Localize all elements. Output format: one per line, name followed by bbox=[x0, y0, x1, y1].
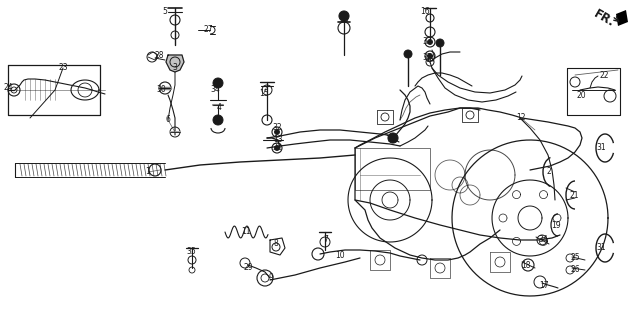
Text: 31: 31 bbox=[596, 244, 606, 252]
Polygon shape bbox=[166, 55, 184, 72]
Text: 31: 31 bbox=[596, 143, 606, 153]
Circle shape bbox=[436, 39, 444, 47]
Circle shape bbox=[213, 78, 223, 88]
Text: 21: 21 bbox=[569, 190, 579, 199]
Text: 8: 8 bbox=[274, 238, 278, 247]
Text: 26: 26 bbox=[570, 266, 580, 275]
Circle shape bbox=[404, 50, 412, 58]
Text: 30: 30 bbox=[156, 85, 166, 94]
Text: 32: 32 bbox=[422, 53, 432, 62]
Text: 28: 28 bbox=[154, 51, 164, 60]
Text: 12: 12 bbox=[516, 114, 526, 123]
Circle shape bbox=[275, 130, 280, 134]
Text: 15: 15 bbox=[259, 89, 269, 98]
Text: 10: 10 bbox=[335, 252, 345, 260]
Text: 13: 13 bbox=[273, 135, 283, 145]
Text: 20: 20 bbox=[576, 91, 586, 100]
Text: 22: 22 bbox=[599, 71, 609, 81]
Text: 11: 11 bbox=[241, 228, 251, 236]
Text: 5: 5 bbox=[162, 7, 168, 17]
Text: 34: 34 bbox=[538, 236, 548, 244]
Text: 2: 2 bbox=[547, 167, 552, 177]
Circle shape bbox=[427, 39, 433, 44]
Text: 34: 34 bbox=[210, 85, 220, 94]
Text: 14: 14 bbox=[425, 55, 435, 65]
Circle shape bbox=[339, 11, 349, 21]
Text: 23: 23 bbox=[58, 63, 68, 73]
Text: 9: 9 bbox=[269, 274, 273, 283]
Text: 7: 7 bbox=[324, 236, 329, 244]
Circle shape bbox=[388, 133, 398, 143]
Text: 35: 35 bbox=[186, 247, 196, 257]
Circle shape bbox=[427, 53, 433, 59]
Text: 24: 24 bbox=[3, 84, 13, 92]
Circle shape bbox=[275, 146, 280, 150]
Text: 17: 17 bbox=[539, 281, 549, 290]
Text: FR.: FR. bbox=[591, 7, 617, 29]
Text: 29: 29 bbox=[243, 263, 253, 273]
Text: 4: 4 bbox=[217, 102, 222, 111]
Text: 16: 16 bbox=[420, 7, 430, 17]
Text: 3: 3 bbox=[173, 63, 178, 73]
Text: 6: 6 bbox=[166, 116, 171, 124]
Text: 18: 18 bbox=[521, 261, 531, 270]
Polygon shape bbox=[616, 10, 628, 26]
Text: 25: 25 bbox=[570, 253, 580, 262]
Text: 19: 19 bbox=[551, 220, 561, 229]
Text: 32: 32 bbox=[272, 123, 282, 132]
Text: 27: 27 bbox=[203, 26, 213, 35]
Text: 32: 32 bbox=[422, 37, 432, 46]
Text: 32: 32 bbox=[272, 143, 282, 153]
Text: 1: 1 bbox=[146, 167, 150, 177]
Text: 33: 33 bbox=[339, 15, 349, 25]
Text: 33: 33 bbox=[387, 135, 397, 145]
Circle shape bbox=[213, 115, 223, 125]
